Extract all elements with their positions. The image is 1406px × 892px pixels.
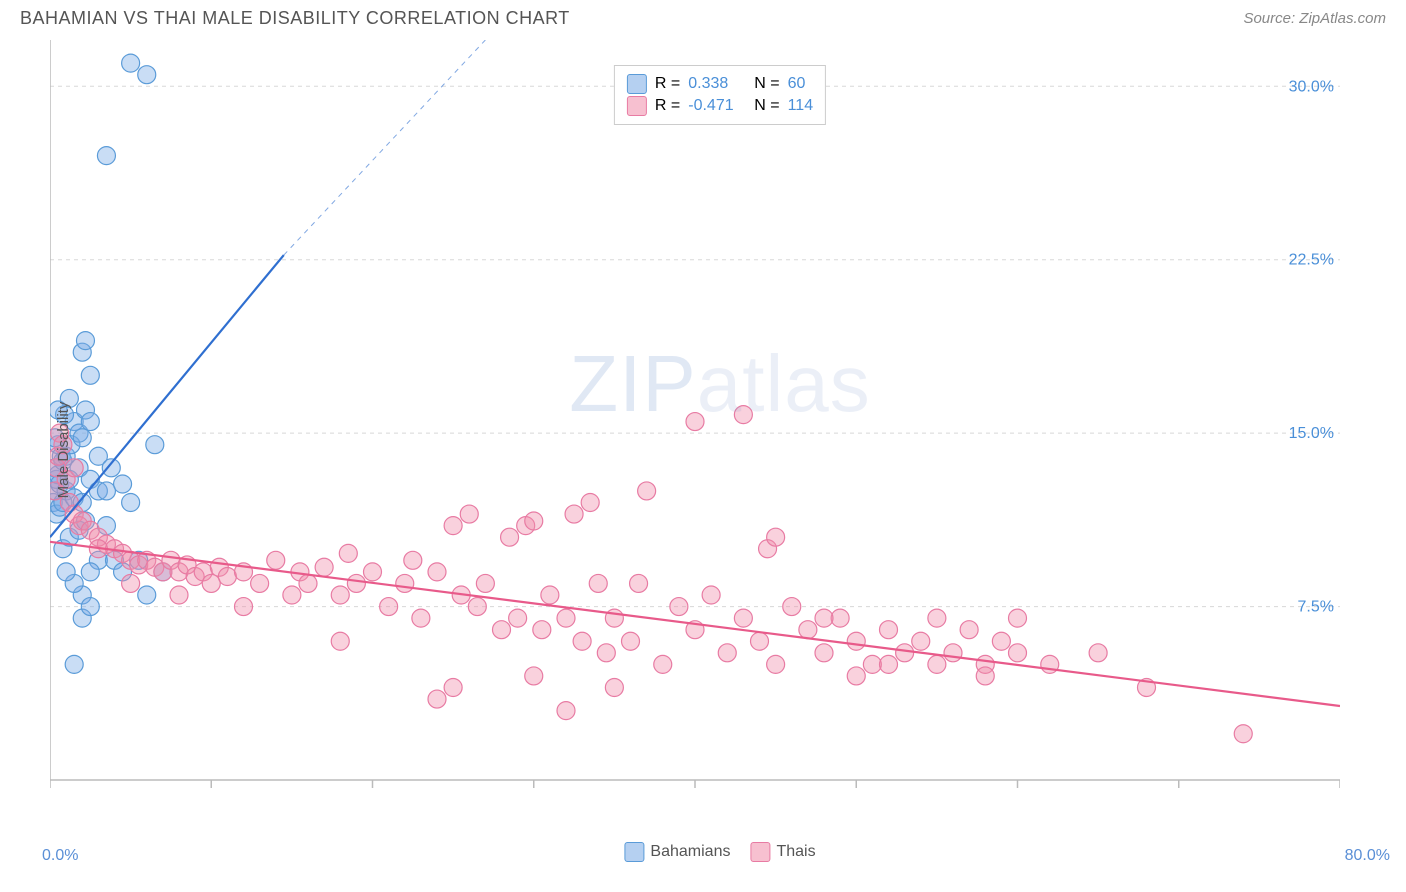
- stats-row-thais: R = -0.471 N = 114: [627, 96, 813, 116]
- series-legend: Bahamians Thais: [624, 842, 815, 862]
- n-label: N =: [754, 75, 779, 93]
- legend-label: Bahamians: [650, 843, 730, 861]
- x-min-label: 0.0%: [42, 847, 78, 865]
- svg-text:30.0%: 30.0%: [1289, 78, 1334, 95]
- r-value: -0.471: [688, 97, 746, 115]
- svg-text:15.0%: 15.0%: [1289, 425, 1334, 442]
- n-value: 60: [788, 75, 806, 93]
- legend-label: Thais: [776, 843, 815, 861]
- swatch-bahamians: [627, 74, 647, 94]
- scatter-chart: 7.5% 15.0% 22.5% 30.0%: [50, 40, 1340, 820]
- x-max-label: 80.0%: [1345, 847, 1390, 865]
- r-label: R =: [655, 75, 680, 93]
- swatch-thais: [627, 96, 647, 116]
- chart-container: Male Disability ZIPatlas 7.5%15.0%22.5%3…: [50, 40, 1390, 860]
- n-label: N =: [754, 97, 779, 115]
- y-axis-label: Male Disability: [55, 402, 72, 499]
- legend-item-thais: Thais: [750, 842, 815, 862]
- chart-title: BAHAMIAN VS THAI MALE DISABILITY CORRELA…: [20, 8, 570, 29]
- stats-row-bahamians: R = 0.338 N = 60: [627, 74, 813, 94]
- r-label: R =: [655, 97, 680, 115]
- swatch-bahamians-icon: [624, 842, 644, 862]
- svg-text:22.5%: 22.5%: [1289, 252, 1334, 269]
- n-value: 114: [788, 97, 814, 115]
- swatch-thais-icon: [750, 842, 770, 862]
- legend-item-bahamians: Bahamians: [624, 842, 730, 862]
- r-value: 0.338: [688, 75, 746, 93]
- svg-text:7.5%: 7.5%: [1298, 599, 1334, 616]
- source-label: Source: ZipAtlas.com: [1243, 10, 1386, 27]
- stats-legend: R = 0.338 N = 60 R = -0.471 N = 114: [614, 65, 826, 125]
